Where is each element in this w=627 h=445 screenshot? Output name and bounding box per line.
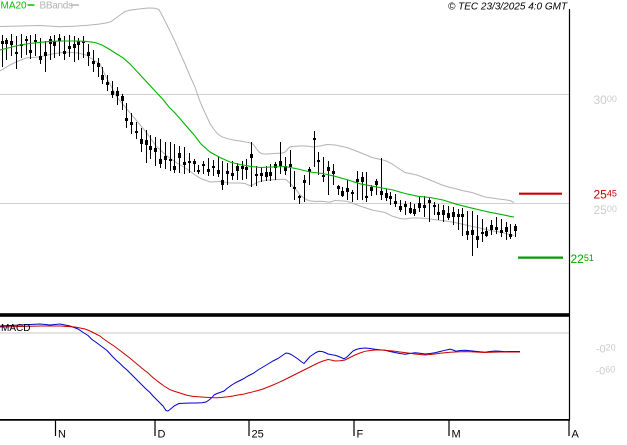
svg-text:A: A <box>572 429 580 441</box>
svg-text:BBands: BBands <box>40 1 74 12</box>
svg-text:N: N <box>58 429 66 441</box>
svg-text:25: 25 <box>252 429 264 441</box>
svg-text:M: M <box>452 429 461 441</box>
svg-text:2500: 2500 <box>594 203 617 217</box>
svg-text:3000: 3000 <box>594 93 617 107</box>
svg-text:F: F <box>357 429 364 441</box>
svg-text:D: D <box>158 429 166 441</box>
svg-text:2251: 2251 <box>571 252 594 266</box>
svg-text:-020: -020 <box>596 343 616 356</box>
svg-text:© TEC 23/3/2025 4:0 GMT: © TEC 23/3/2025 4:0 GMT <box>448 2 568 13</box>
svg-text:MA20: MA20 <box>1 1 28 12</box>
svg-text:-060: -060 <box>596 365 616 378</box>
svg-text:MACD: MACD <box>1 323 30 334</box>
svg-text:2545: 2545 <box>594 188 617 202</box>
